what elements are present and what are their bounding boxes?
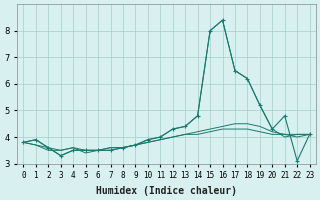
X-axis label: Humidex (Indice chaleur): Humidex (Indice chaleur) bbox=[96, 186, 237, 196]
